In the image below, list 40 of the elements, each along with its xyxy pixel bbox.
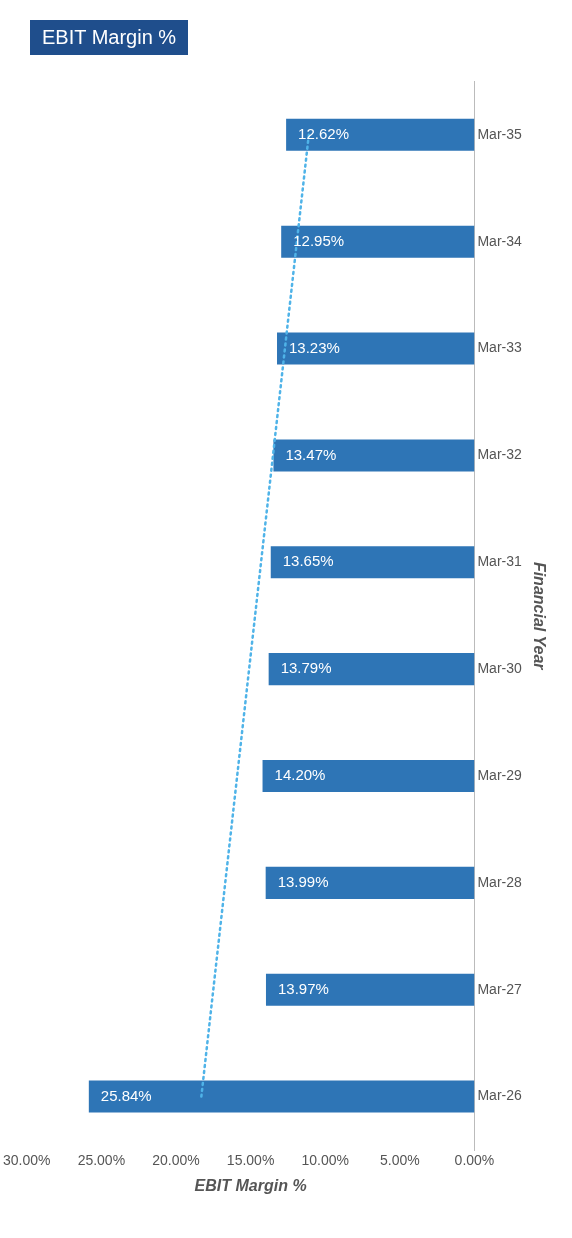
x-tick-label: 10.00% (301, 1152, 349, 1169)
x-tick-label: 0.00% (454, 1152, 495, 1169)
chart-title: EBIT Margin % (30, 20, 189, 55)
data-label: 13.99% (277, 872, 329, 890)
y-tick-label: Mar-28 (477, 873, 523, 890)
data-label: 13.97% (277, 979, 329, 997)
y-tick-label: Mar-29 (477, 766, 523, 783)
bar (88, 1080, 475, 1113)
y-tick-label: Mar-31 (477, 553, 523, 570)
x-tick-label: 20.00% (152, 1152, 200, 1169)
y-axis-title: Financial Year (530, 561, 548, 671)
y-tick-label: Mar-30 (477, 659, 523, 676)
y-tick-label: Mar-32 (477, 446, 523, 463)
bar (262, 759, 475, 793)
data-label: 13.65% (282, 552, 334, 570)
x-axis-title: EBIT Margin % (194, 1176, 307, 1194)
x-tick-label: 15.00% (226, 1152, 275, 1169)
x-tick-label: 30.00% (3, 1152, 51, 1169)
bar (265, 866, 475, 899)
bar (265, 973, 475, 1006)
y-tick-label: Mar-34 (477, 232, 523, 249)
data-label: 25.84% (100, 1086, 152, 1104)
y-tick-label: Mar-35 (477, 125, 523, 142)
bar (277, 332, 475, 365)
bar (268, 653, 475, 686)
bar (281, 225, 475, 258)
x-tick-label: 5.00% (379, 1152, 420, 1169)
data-label: 13.79% (280, 659, 332, 677)
bar (270, 546, 475, 579)
data-label: 12.95% (293, 231, 345, 249)
data-label: 14.20% (274, 766, 326, 784)
y-tick-label: Mar-26 (477, 1087, 523, 1104)
bar (273, 439, 475, 472)
data-label: 12.62% (298, 124, 349, 142)
y-tick-label: Mar-33 (477, 339, 523, 356)
x-tick-label: 25.00% (77, 1152, 126, 1169)
data-label: 13.47% (285, 445, 337, 463)
bar (286, 118, 475, 151)
data-label: 13.23% (289, 338, 340, 356)
y-tick-label: Mar-27 (477, 980, 523, 997)
